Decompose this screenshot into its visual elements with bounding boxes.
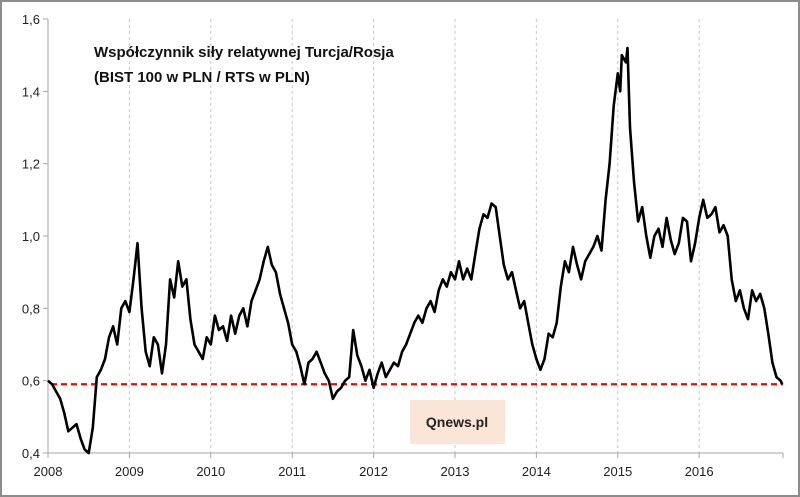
x-tick-label: 2012: [359, 464, 388, 479]
grid-lines: [128, 19, 700, 453]
x-tick-label: 2016: [685, 464, 714, 479]
y-tick-label: 1,0: [22, 229, 40, 244]
x-tick-label: 2015: [603, 464, 632, 479]
series-line: [47, 46, 784, 455]
x-tick-label: 2014: [522, 464, 551, 479]
y-axis-ticks: 0,4 0,6 0,8 1,0 1,2 1,4 1,6: [22, 12, 48, 461]
watermark-box: [410, 400, 505, 444]
y-tick-label: 1,2: [22, 157, 40, 172]
chart-title-line-1: Współczynnik siły relatywnej Turcja/Rosj…: [94, 44, 394, 61]
y-tick-label: 0,4: [22, 446, 40, 461]
chart-title-line-2: (BIST 100 w PLN / RTS w PLN): [94, 69, 310, 86]
watermark-text: Qnews.pl: [426, 414, 488, 430]
x-tick-label: 2013: [441, 464, 470, 479]
x-axis-ticks: 2008 2009 2010 2011 2012 2013 2014 2015 2016: [34, 453, 784, 479]
x-tick-label: 2010: [196, 464, 225, 479]
y-tick-label: 1,6: [22, 12, 40, 27]
y-tick-label: 0,6: [22, 374, 40, 389]
y-tick-label: 0,8: [22, 301, 40, 316]
x-tick-label: 2008: [34, 464, 63, 479]
x-tick-label: 2011: [278, 464, 306, 479]
y-tick-label: 1,4: [22, 84, 40, 99]
x-tick-label: 2009: [115, 464, 144, 479]
